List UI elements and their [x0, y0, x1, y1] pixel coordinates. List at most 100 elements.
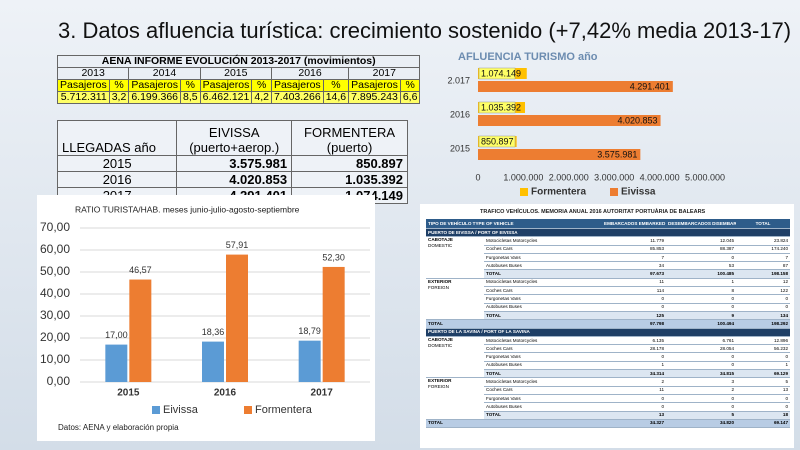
cell: Furgonetas Vans	[484, 294, 603, 304]
group-name: EXTERIOR	[428, 278, 452, 284]
cell: 3.575.981	[176, 155, 293, 172]
cell: 1.035.392	[291, 171, 408, 188]
value-label: 57,91	[226, 240, 249, 250]
cell: 6.761	[666, 336, 737, 346]
header-line: LLEGADAS año	[62, 140, 156, 155]
cell: 0	[736, 303, 791, 312]
row: Furgonetas Vans 0 0 0	[426, 294, 791, 304]
x-tick-label: 2.000.000	[549, 172, 589, 182]
cell: TOTAL	[426, 419, 603, 429]
row: TOTAL 125 9 134	[426, 311, 791, 321]
x-tick-label: 4.000.000	[640, 172, 680, 182]
cell: 97.673	[602, 269, 667, 279]
chart-panel	[37, 195, 375, 441]
group-name: CABOTAJE	[428, 336, 453, 342]
cell: 12.896	[736, 336, 791, 346]
cell: 198.292	[736, 319, 791, 329]
cell: 0	[666, 303, 737, 312]
cell: 0	[666, 294, 737, 304]
cell: 12	[736, 278, 791, 288]
bar	[298, 340, 321, 382]
x-tick-label: 1.000.000	[503, 172, 543, 182]
bar	[478, 81, 673, 92]
row: CABOTAJE DOMESTIC Motocicletas Motorcycles…	[426, 336, 791, 379]
cell: Coches Cars	[484, 245, 603, 254]
y-tick-label: 70,00	[40, 220, 70, 234]
cell: Autobuses Buses	[484, 261, 603, 271]
cell: 12.045	[666, 236, 737, 246]
cell: 7.895.243	[348, 91, 401, 104]
group-sub: DOMESTIC	[428, 243, 453, 249]
row: 5.712.311 3,2 6.199.366 8,5 6.462.121 4,2 7.40…	[57, 91, 421, 104]
y-tick-label: 2015	[450, 143, 470, 153]
total-row: TOTAL 97.798 100.494 198.292	[426, 319, 791, 329]
cell: 5.712.311	[57, 91, 110, 104]
cell: Motocicletas Motorcycles	[484, 336, 603, 346]
cell: 100.494	[666, 319, 737, 329]
cell: 1	[666, 278, 737, 288]
cell: 5	[666, 411, 737, 420]
bar	[478, 115, 661, 126]
x-tick-label: 2016	[214, 388, 237, 399]
group-sub: DOMESTIC	[428, 342, 453, 348]
value-label: 4.020.853	[617, 115, 657, 125]
cell: 0	[736, 402, 791, 412]
cell: TOTAL	[426, 319, 603, 329]
chart-title: AFLUENCIA TURISMO año	[458, 51, 598, 63]
row: TOTAL 13 5 18	[426, 411, 791, 420]
aena-table: AENA INFORME EVOLUCIÓN 2013-2017 (movimi…	[56, 55, 421, 104]
label-bg	[478, 101, 516, 114]
row: Autobuses Buses 0 0 0	[426, 303, 791, 312]
cell: 13	[736, 386, 791, 395]
section-title: PUERTO DE LA SAVINA / PORT OF LA SAVINA	[426, 328, 791, 337]
cell: 0	[736, 394, 791, 404]
x-tick-label: 3.000.000	[594, 172, 634, 182]
cell: 88.387	[666, 245, 737, 254]
cell: 0	[666, 402, 737, 412]
row: Furgonetas Vans 0 0 0	[426, 352, 791, 362]
cell: 34	[602, 261, 667, 271]
cell: 4.020.853	[176, 171, 293, 188]
legend-swatch	[610, 188, 618, 196]
cell: Furgonetas Vans	[484, 394, 603, 404]
header-cell: TOTAL	[736, 219, 791, 229]
cell: 3,2	[108, 91, 130, 104]
cell: 28.178	[602, 344, 667, 354]
cell: 114	[602, 286, 667, 296]
cell: 11	[602, 278, 667, 288]
cell: 6.462.121	[199, 91, 253, 104]
cell: 34.820	[666, 419, 737, 429]
chart-title: RATIO TURISTA/HAB. meses junio-julio-ago…	[75, 204, 300, 214]
cell: 134	[736, 311, 791, 321]
value-label: 1.035.392	[481, 102, 521, 112]
cell: 23.824	[736, 236, 791, 246]
row: Autobuses Buses 1 0 1	[426, 361, 791, 371]
row: Furgonetas Vans 0 0 0	[426, 394, 791, 404]
bar	[129, 279, 152, 382]
cell: 0	[602, 394, 667, 404]
cell: 9	[666, 311, 737, 321]
cell: 0	[736, 352, 791, 362]
cell: 7	[736, 253, 791, 263]
cell: 69.147	[736, 419, 791, 429]
y-tick-label: 40,00	[40, 286, 70, 300]
cell: 1	[602, 361, 667, 371]
bar	[202, 341, 224, 382]
cell: 53	[666, 261, 737, 271]
header-line: (puerto+aerop.)	[189, 140, 280, 155]
label-bg	[478, 135, 516, 148]
cell: 56.232	[736, 344, 791, 354]
row: LLEGADAS año EIVISSA (puerto+aerop.) FORMEN…	[56, 120, 408, 156]
cell: 13	[602, 411, 667, 420]
value-label: 17,00	[105, 330, 128, 340]
cell: 174.240	[736, 245, 791, 254]
group-cell: CABOTAJE DOMESTIC	[426, 336, 484, 379]
cell: 11	[602, 386, 667, 395]
y-tick-label: 2016	[450, 109, 470, 119]
value-label: 850.897	[481, 136, 514, 146]
cell: 7	[602, 253, 667, 263]
cell: 0	[602, 303, 667, 312]
value-label: 18,79	[298, 326, 321, 336]
value-label: 4.291.401	[630, 81, 670, 91]
cell: Furgonetas Vans	[484, 253, 603, 263]
